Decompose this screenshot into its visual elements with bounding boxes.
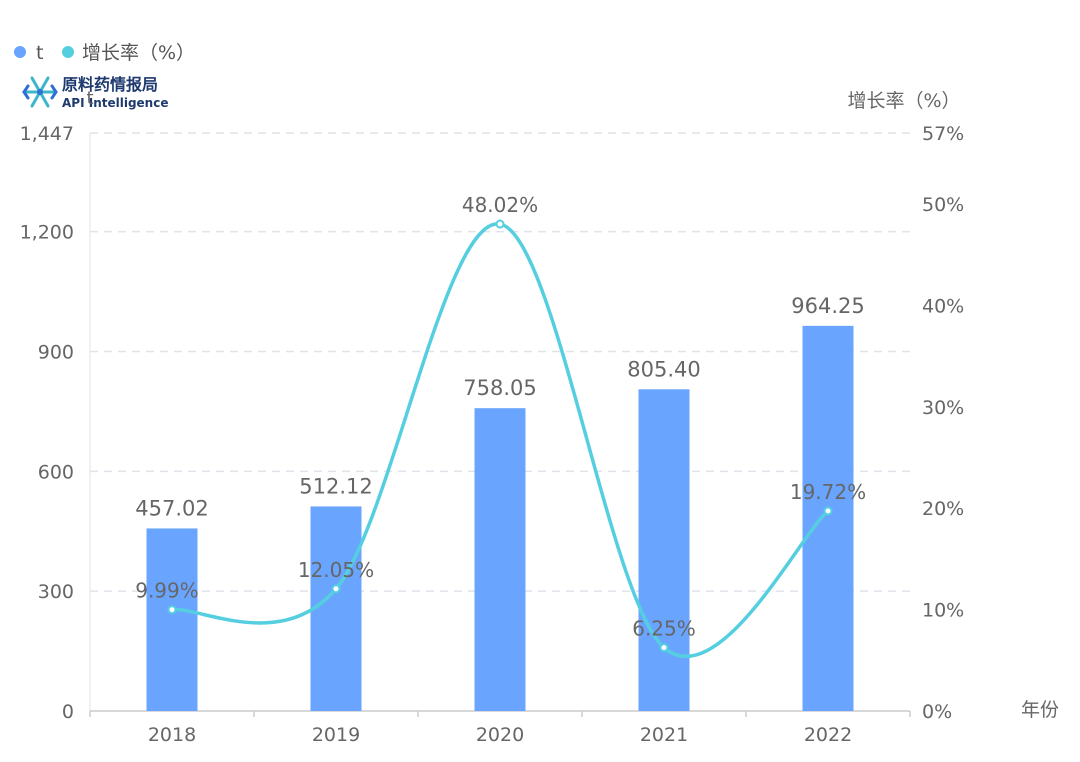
line-point [495,219,505,229]
right-axis-name: 增长率（%） [847,90,960,112]
right-tick-label: 30% [922,397,964,419]
bar-value-label: 512.12 [299,474,372,498]
right-tick-label: 40% [922,295,964,317]
legend-marker-bar [14,46,26,58]
bar [802,325,854,711]
bar-value-label: 758.05 [463,376,536,400]
bar-value-label: 805.40 [627,357,700,381]
snowflake-logo-icon [22,76,58,108]
x-tick-label: 2021 [640,724,688,746]
legend-label-bar[interactable]: t [36,42,43,64]
bar [638,389,690,711]
x-tick-label: 2018 [148,724,196,746]
data-labels: 457.02 512.12 758.05 805.40 964.25 9.99% 12.05… [135,193,866,641]
right-tick-label: 57% [922,123,964,145]
line-value-label: 12.05% [298,558,374,582]
line-point [331,584,341,594]
bar [310,506,362,711]
line-point [659,643,669,653]
left-tick-label: 0 [62,701,74,723]
line-value-label: 9.99% [135,579,199,603]
legend-label-line[interactable]: 增长率（%） [82,42,195,64]
bar [146,528,198,711]
bar-series [146,325,854,711]
line-series [167,219,833,659]
axes: 0 300 600 900 1,200 1,447 0% 10% 20% 30% 40% 50% 57%… [20,123,965,746]
logo-text-cn: 原料药情报局 [62,75,158,94]
left-tick-label: 1,447 [20,123,74,145]
right-tick-label: 20% [922,498,964,520]
left-axis-name: t [86,88,93,109]
line-value-label: 19.72% [790,480,866,504]
growth-rate-line [171,222,830,659]
line-point [823,506,833,516]
right-tick-label: 10% [922,600,964,622]
bar-value-label: 457.02 [135,496,208,520]
line-value-label: 48.02% [462,193,538,217]
legend[interactable]: t 增长率（%） [14,42,195,64]
right-tick-label: 50% [922,194,964,216]
line-value-label: 6.25% [632,617,696,641]
left-tick-label: 1,200 [20,222,74,244]
logo: 原料药情报局 API Intelligence [22,75,168,110]
right-tick-label: 0% [922,701,952,723]
x-axis-name: 年份 [1021,699,1059,721]
legend-marker-line [62,46,74,58]
bar-value-label: 964.25 [791,294,864,318]
bar [474,408,526,711]
logo-text-en: API Intelligence [62,96,168,110]
x-tick-label: 2019 [312,724,360,746]
x-tick-label: 2022 [804,724,852,746]
left-tick-label: 600 [38,461,74,483]
left-tick-label: 300 [38,581,74,603]
line-point [167,605,177,615]
left-tick-label: 900 [38,341,74,363]
x-tick-label: 2020 [476,724,524,746]
